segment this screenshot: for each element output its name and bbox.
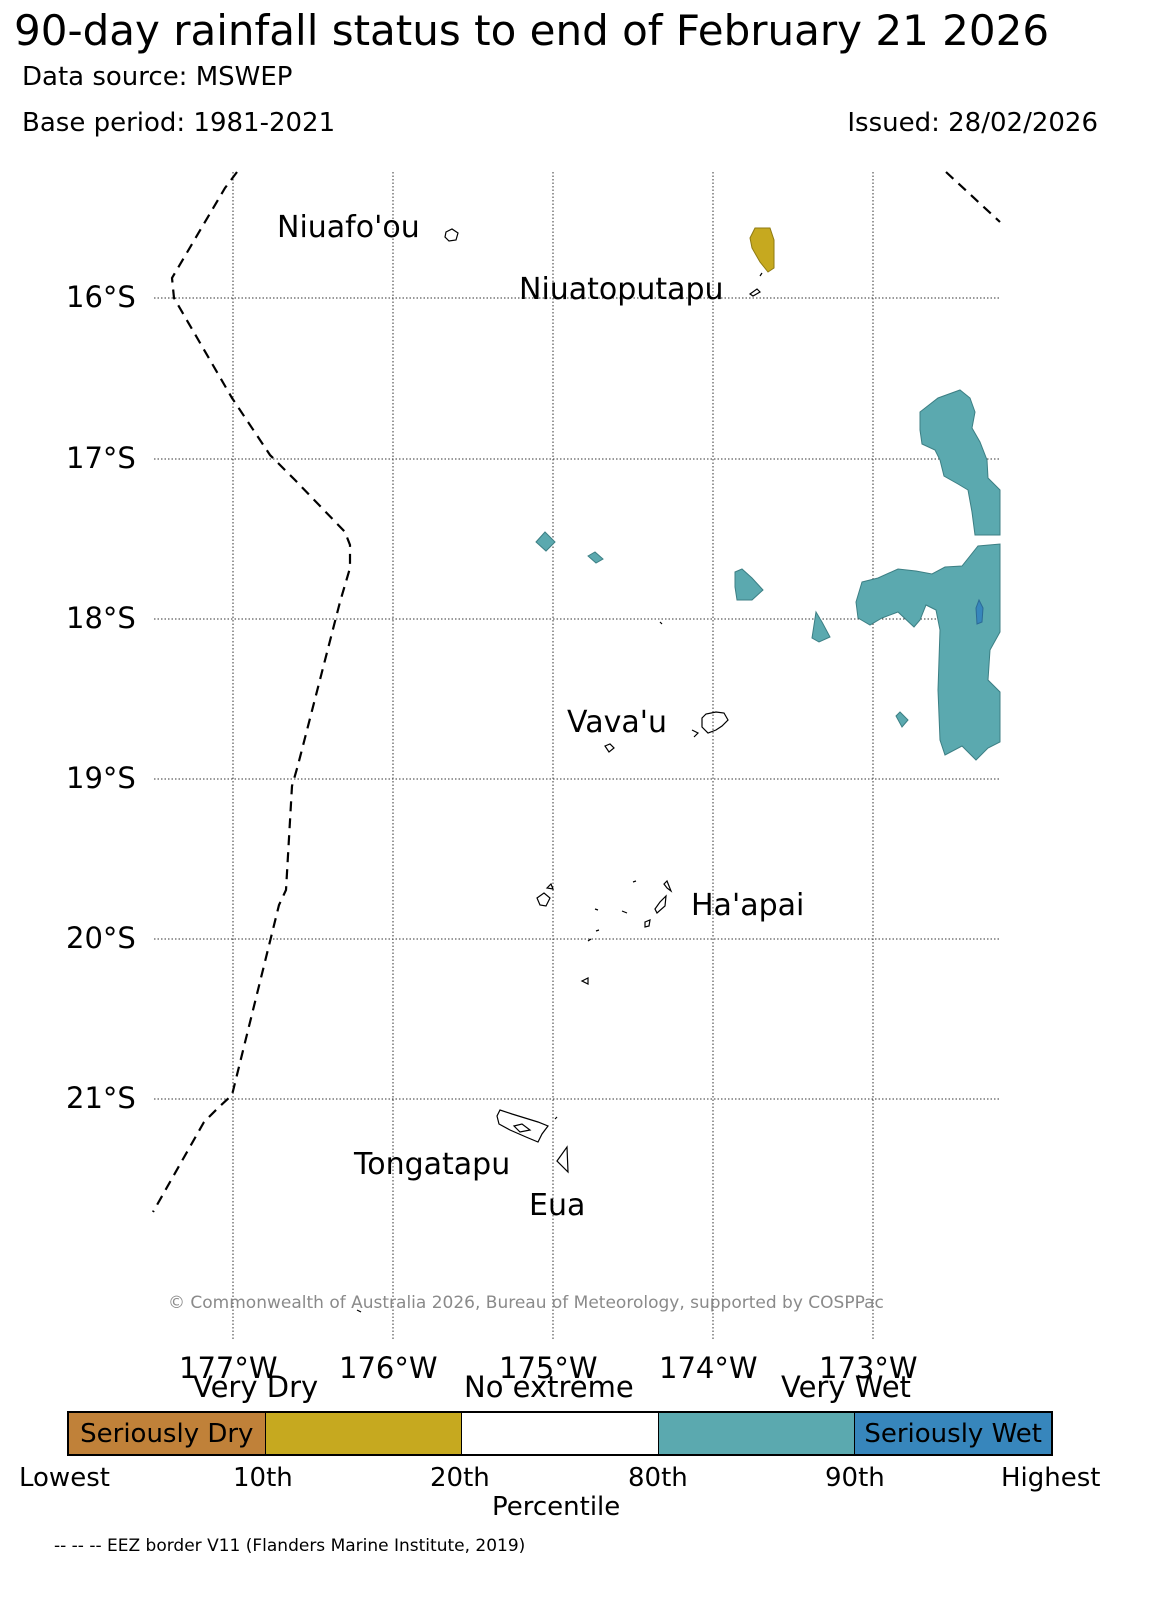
- island-haapai-g: [621, 910, 628, 914]
- legend-tick-label: Lowest: [19, 1463, 110, 1493]
- legend-segment-very-dry: [265, 1413, 463, 1454]
- wet-region-east-upper: [919, 389, 1001, 536]
- wet-region-d: [811, 610, 831, 643]
- island-haapai-i: [595, 929, 600, 932]
- island-vavau-main: [701, 711, 729, 734]
- island-niuafoou: [444, 228, 459, 242]
- wet-region-a: [535, 531, 556, 552]
- lon-label: 177°W: [179, 1351, 278, 1385]
- legend-segment-seriously-wet: Seriously Wet: [855, 1413, 1051, 1454]
- legend-very-dry-label: Very Dry: [193, 1370, 319, 1404]
- eez-border-northeast: [945, 171, 1001, 223]
- wet-region-c: [734, 568, 764, 601]
- place-label-eua: Eua: [529, 1188, 586, 1223]
- island-vavau-b: [691, 729, 700, 738]
- island-south: [356, 1309, 362, 1313]
- map-title: 90-day rainfall status to end of Februar…: [14, 6, 1050, 55]
- legend-no-extreme-label: No extreme: [464, 1370, 634, 1404]
- lat-label: 18°S: [66, 601, 136, 635]
- island-haapai-b: [545, 882, 554, 890]
- legend-tick-label: Highest: [1001, 1463, 1101, 1493]
- eez-border-west: [152, 171, 352, 1213]
- legend-segment-no-extreme: [462, 1413, 659, 1454]
- lat-label: 21°S: [66, 1081, 136, 1115]
- lon-label: 174°W: [659, 1351, 758, 1385]
- issued-date: Issued: 28/02/2026: [847, 108, 1098, 138]
- island-haapai-c: [632, 880, 637, 883]
- island-haapai-f: [594, 908, 599, 911]
- very-wet-regions: [535, 389, 1001, 761]
- wet-region-b: [587, 551, 604, 564]
- legend-tick-label: 80th: [628, 1463, 688, 1493]
- lat-label: 20°S: [66, 921, 136, 955]
- place-label-tongatapu: Tongatapu: [354, 1147, 511, 1182]
- legend-very-wet-label: Very Wet: [781, 1370, 911, 1404]
- graticule: [154, 172, 1000, 1340]
- legend-axis-title: Percentile: [492, 1492, 621, 1522]
- wet-region-e: [895, 711, 909, 728]
- lat-label: 16°S: [66, 280, 136, 314]
- lon-label: 173°W: [819, 1351, 918, 1385]
- eez-border: [152, 171, 1001, 1213]
- island-niuatoputapu-b: [759, 272, 763, 277]
- island-vavau-c: [604, 743, 615, 753]
- place-label-niuafoou: Niuafo'ou: [277, 210, 420, 245]
- legend-tick-label: 10th: [233, 1463, 293, 1493]
- base-period: Base period: 1981-2021: [22, 108, 336, 138]
- place-label-haapai: Ha'apai: [691, 888, 805, 923]
- lon-label: 175°W: [499, 1351, 598, 1385]
- island-lateiki: [659, 621, 663, 625]
- island-tongatapu-b: [554, 1116, 558, 1120]
- place-label-vavau: Vava'u: [567, 705, 667, 740]
- legend-segment-seriously-dry: Seriously Dry: [69, 1413, 266, 1454]
- lat-label: 17°S: [66, 441, 136, 475]
- island-tongatapu: [496, 1109, 549, 1143]
- legend-tick-label: 20th: [430, 1463, 490, 1493]
- island-haapai-j: [587, 938, 592, 942]
- legend-tick-label: 90th: [825, 1463, 885, 1493]
- lat-label: 19°S: [66, 761, 136, 795]
- data-source: Data source: MSWEP: [22, 62, 293, 92]
- eez-source-note: -- -- -- EEZ border V11 (Flanders Marine…: [54, 1536, 526, 1556]
- island-haapai-d: [663, 879, 673, 893]
- seriously-wet-region: [975, 598, 984, 625]
- legend-seriously-dry-label: Seriously Dry: [80, 1418, 254, 1449]
- island-haapai-h: [644, 919, 651, 928]
- island-eua: [556, 1145, 569, 1174]
- island-haapai-a: [536, 892, 551, 907]
- legend-segment-very-wet: [658, 1413, 856, 1454]
- islands: [356, 228, 763, 1313]
- island-niuatoputapu: [748, 288, 761, 297]
- island-tongatapu-lagoon: [512, 1123, 532, 1133]
- island-haapai-k: [580, 977, 589, 985]
- lon-label: 176°W: [339, 1351, 438, 1385]
- copyright-notice: © Commonwealth of Australia 2026, Bureau…: [168, 1293, 884, 1313]
- place-label-niuatoputapu: Niuatoputapu: [519, 272, 724, 307]
- wet-region-east-lower: [855, 543, 1001, 761]
- very-dry-region: [749, 227, 775, 273]
- legend-colorbar: Seriously Dry Seriously Wet: [67, 1411, 1053, 1456]
- legend-seriously-wet-label: Seriously Wet: [864, 1418, 1042, 1449]
- island-haapai-e: [654, 894, 667, 914]
